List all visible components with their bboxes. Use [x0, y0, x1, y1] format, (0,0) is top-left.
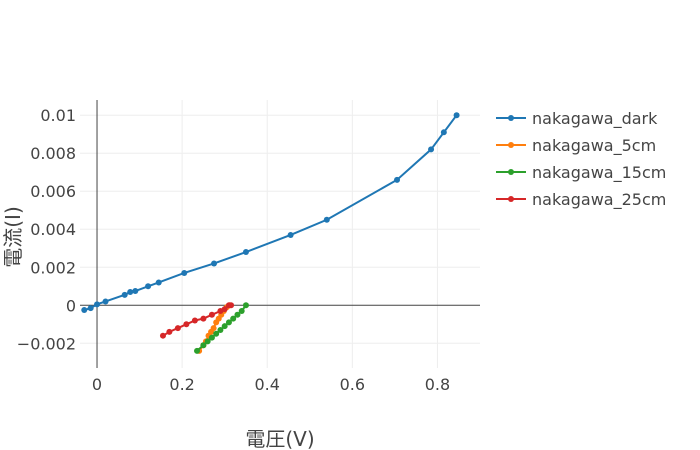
series-nakagawa_dark	[81, 112, 460, 314]
data-point[interactable]	[230, 315, 237, 322]
series-nakagawa_15cm	[194, 302, 249, 354]
legend-swatch-marker	[508, 115, 514, 121]
grid	[80, 100, 480, 368]
data-point[interactable]	[234, 311, 241, 318]
data-point[interactable]	[166, 328, 173, 335]
data-point[interactable]	[228, 302, 235, 309]
y-tick-label: 0.008	[30, 144, 76, 163]
legend-label: nakagawa_5cm	[532, 136, 656, 156]
data-point[interactable]	[191, 317, 198, 324]
data-point[interactable]	[121, 291, 128, 298]
x-tick-label: 0.6	[340, 375, 365, 394]
x-axis-title: 電圧(V)	[245, 427, 314, 450]
x-tick-label: 0	[92, 375, 102, 394]
data-point[interactable]	[94, 301, 101, 308]
data-point[interactable]	[287, 231, 294, 238]
data-point[interactable]	[194, 347, 201, 354]
data-point[interactable]	[127, 288, 134, 295]
legend-item-nakagawa_5cm[interactable]: nakagawa_5cm	[496, 136, 656, 156]
tick-labels: 0 0.2 0.4 0.6 0.8 −0.002 0 0.002 0.004 0.006 0.008…	[17, 106, 450, 394]
data-point[interactable]	[132, 288, 139, 295]
data-point[interactable]	[208, 334, 215, 341]
legend-swatch-marker	[508, 142, 514, 148]
data-point[interactable]	[181, 269, 188, 276]
data-point[interactable]	[159, 332, 166, 339]
y-tick-label: 0.002	[30, 258, 76, 277]
data-point[interactable]	[440, 129, 447, 136]
data-point[interactable]	[242, 249, 249, 256]
data-point[interactable]	[217, 326, 224, 333]
x-tick-label: 0.2	[169, 375, 194, 394]
data-point[interactable]	[87, 305, 94, 312]
data-point[interactable]	[204, 338, 211, 345]
y-tick-label: 0.006	[30, 182, 76, 201]
data-point[interactable]	[238, 307, 245, 314]
legend-item-nakagawa_dark[interactable]: nakagawa_dark	[496, 109, 658, 129]
data-point[interactable]	[453, 112, 460, 119]
data-point[interactable]	[213, 330, 220, 337]
legend-label: nakagawa_15cm	[532, 163, 666, 183]
data-point[interactable]	[200, 315, 207, 322]
legend-item-nakagawa_15cm[interactable]: nakagawa_15cm	[496, 163, 666, 183]
data-point[interactable]	[174, 325, 181, 332]
data-point[interactable]	[145, 283, 152, 290]
legend[interactable]: nakagawa_dark nakagawa_5cm nakagawa_15cmna…	[496, 109, 666, 210]
x-tick-label: 0.8	[425, 375, 450, 394]
data-point[interactable]	[211, 260, 218, 267]
legend-swatch-marker	[508, 169, 514, 175]
data-point[interactable]	[428, 146, 435, 153]
data-point[interactable]	[208, 311, 215, 318]
data-point[interactable]	[210, 325, 217, 332]
y-tick-label: 0	[66, 296, 76, 315]
data-point[interactable]	[102, 298, 109, 305]
legend-item-nakagawa_25cm[interactable]: nakagawa_25cm	[496, 190, 666, 210]
series-line	[83, 114, 458, 311]
y-tick-label: 0.004	[30, 220, 76, 239]
series-group	[81, 112, 460, 354]
data-point[interactable]	[221, 306, 228, 313]
data-point[interactable]	[81, 307, 88, 314]
data-point[interactable]	[242, 302, 249, 309]
legend-label: nakagawa_25cm	[532, 190, 666, 210]
data-point[interactable]	[155, 279, 162, 286]
y-tick-label: −0.002	[17, 334, 76, 353]
y-axis-title: 電流(I)	[1, 206, 25, 268]
data-point[interactable]	[183, 321, 190, 328]
data-point[interactable]	[323, 216, 330, 223]
axes	[80, 100, 480, 368]
data-point[interactable]	[200, 342, 207, 349]
legend-swatch-marker	[508, 196, 514, 202]
data-point[interactable]	[221, 323, 228, 330]
y-tick-label: 0.01	[40, 106, 76, 125]
data-point[interactable]	[394, 176, 401, 183]
data-point[interactable]	[225, 319, 232, 326]
x-tick-label: 0.4	[255, 375, 280, 394]
series-nakagawa_25cm	[159, 302, 235, 339]
legend-label: nakagawa_dark	[532, 109, 658, 129]
